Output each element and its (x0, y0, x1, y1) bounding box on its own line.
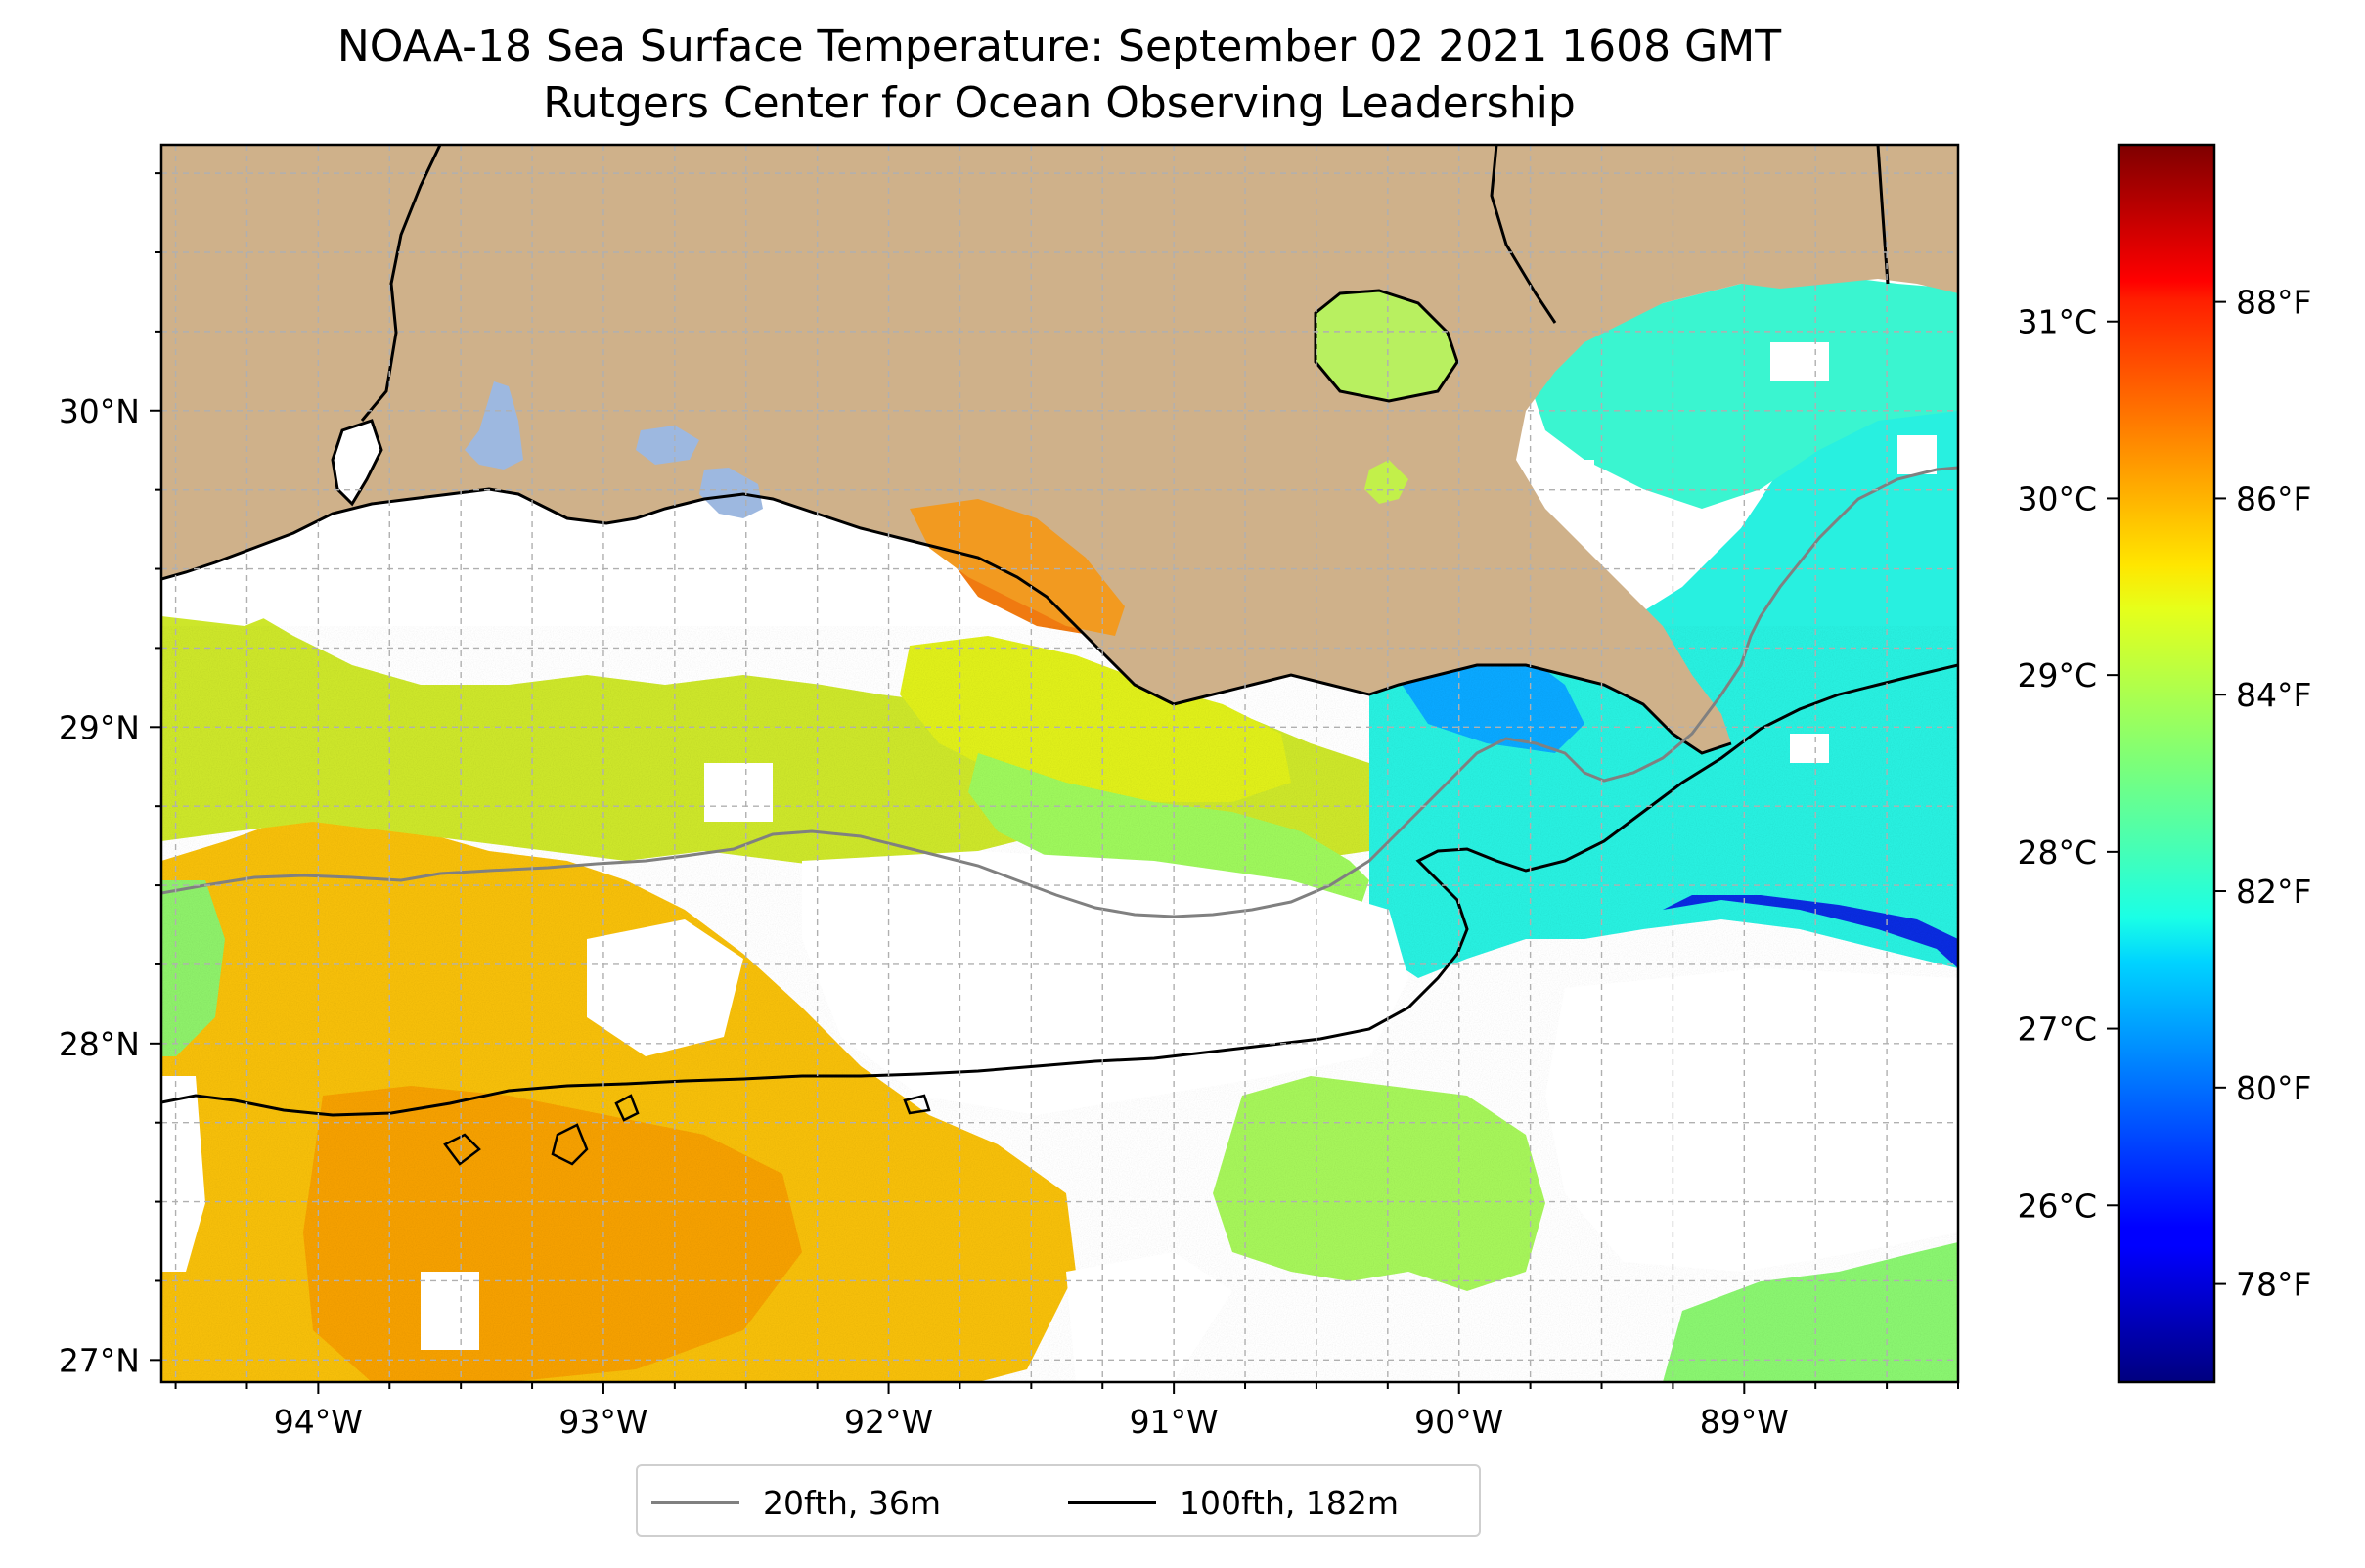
map-plot-area (161, 145, 1958, 1382)
inland-lake-grand (699, 468, 763, 518)
cloud-gap-west-center (587, 919, 743, 1056)
colorbar: 26°C 27°C 28°C 29°C 30°C 31°C 78°F 80°F 82°F 84°… (2017, 143, 2311, 1384)
legend-swatch-20fth (651, 1501, 739, 1504)
state-boundary-texas-louisiana (360, 145, 442, 422)
lon-tick-label: 92°W (844, 1403, 933, 1441)
lon-tick-label: 93°W (558, 1403, 647, 1441)
fahrenheit-tick-label: 80°F (2236, 1069, 2311, 1107)
celsius-tick-label: 31°C (2017, 303, 2097, 341)
state-boundary-louisiana-mississippi (1490, 145, 1557, 324)
colorbar-fahrenheit-ticks: 78°F 80°F 82°F 84°F 86°F 88°F (2214, 284, 2311, 1304)
celsius-tick-label: 30°C (2017, 479, 2097, 517)
cloud-gap-block-4 (1770, 342, 1829, 381)
cloud-gap-block-5 (1565, 460, 1594, 489)
cloud-gap-mid (802, 851, 1408, 1115)
lat-tick-label: 30°N (59, 392, 140, 430)
isobath-100fth (161, 663, 1958, 1117)
inland-lake-white (636, 426, 699, 465)
isobath-100fth-knoll-2 (551, 1123, 589, 1166)
celsius-tick-label: 26°C (2017, 1187, 2097, 1225)
cloud-gap-far-west (161, 548, 293, 626)
isobath-legend: 20fth, 36m 100fth, 182m (636, 1464, 1481, 1537)
fahrenheit-tick-label: 88°F (2236, 284, 2311, 322)
lon-tick-label: 89°W (1700, 1403, 1789, 1441)
isobath-100fth-knoll-3 (614, 1094, 640, 1122)
cloud-gap-south-central (1066, 1252, 1232, 1382)
atchafalaya-delta-water (910, 499, 1125, 636)
lon-tick-label: 91°W (1130, 1403, 1219, 1441)
lat-tick-label: 27°N (59, 1341, 140, 1379)
lon-tick-label: 90°W (1414, 1403, 1503, 1441)
coastline (161, 487, 1732, 755)
inland-lake-calcasieu (465, 381, 523, 470)
chart-subtitle: Rutgers Center for Ocean Observing Leade… (543, 78, 1576, 128)
gridlines (161, 145, 1958, 1382)
celsius-tick-label: 29°C (2017, 656, 2097, 694)
latitude-axis: 27°N 28°N 29°N 30°N (59, 172, 161, 1379)
isobath-100fth-knoll-4 (903, 1094, 931, 1115)
state-boundary-mississippi-alabama (1876, 145, 1890, 285)
map-frame (159, 143, 1960, 1384)
cloud-gap-west-edge (161, 1076, 205, 1272)
cloud-gap-block-2 (421, 1272, 479, 1350)
legend-item-20fth: 20fth, 36m (651, 1478, 941, 1527)
cloud-gap-block-3 (1790, 734, 1829, 763)
isobath-layer (161, 466, 1958, 1166)
sst-patch-chandeleur-north (1526, 274, 1958, 509)
lat-tick-label: 28°N (59, 1025, 140, 1063)
celsius-tick-label: 28°C (2017, 833, 2097, 872)
longitude-axis: 94°W 93°W 92°W 91°W 90°W 89°W (174, 1382, 1959, 1441)
cloud-gap-southeast (1545, 968, 1958, 1272)
land-area-louisiana-mississippi (161, 145, 1958, 753)
fahrenheit-tick-label: 82°F (2236, 873, 2311, 911)
colorbar-celsius-ticks: 26°C 27°C 28°C 29°C 30°C 31°C (2017, 303, 2119, 1225)
sabine-lake (331, 419, 383, 507)
celsius-tick-label: 27°C (2017, 1010, 2097, 1049)
isobath-20fth (161, 466, 1958, 918)
legend-item-100fth: 100fth, 182m (1068, 1478, 1399, 1527)
fahrenheit-tick-label: 84°F (2236, 676, 2311, 714)
cloud-gap-block-6 (1897, 435, 1937, 474)
legend-swatch-100fth (1068, 1501, 1156, 1504)
land-layer (161, 145, 1958, 753)
fahrenheit-tick-label: 86°F (2236, 479, 2311, 517)
fahrenheit-tick-label: 78°F (2236, 1266, 2311, 1304)
legend-label-100fth: 100fth, 182m (1180, 1483, 1399, 1522)
cloud-gap-block-1 (704, 763, 773, 822)
isobath-100fth-knoll-1 (443, 1133, 481, 1166)
lon-tick-label: 94°W (274, 1403, 363, 1441)
lat-tick-label: 29°N (59, 708, 140, 746)
marsh-lake-east (1364, 460, 1408, 504)
coastline-layer (161, 145, 1890, 755)
colorbar-gradient (2117, 143, 2216, 1384)
legend-label-20fth: 20fth, 36m (763, 1483, 941, 1522)
lake-pontchartrain (1314, 289, 1459, 403)
chart-title: NOAA-18 Sea Surface Temperature: Septemb… (336, 22, 1782, 71)
cloud-gaps (161, 342, 1958, 1382)
